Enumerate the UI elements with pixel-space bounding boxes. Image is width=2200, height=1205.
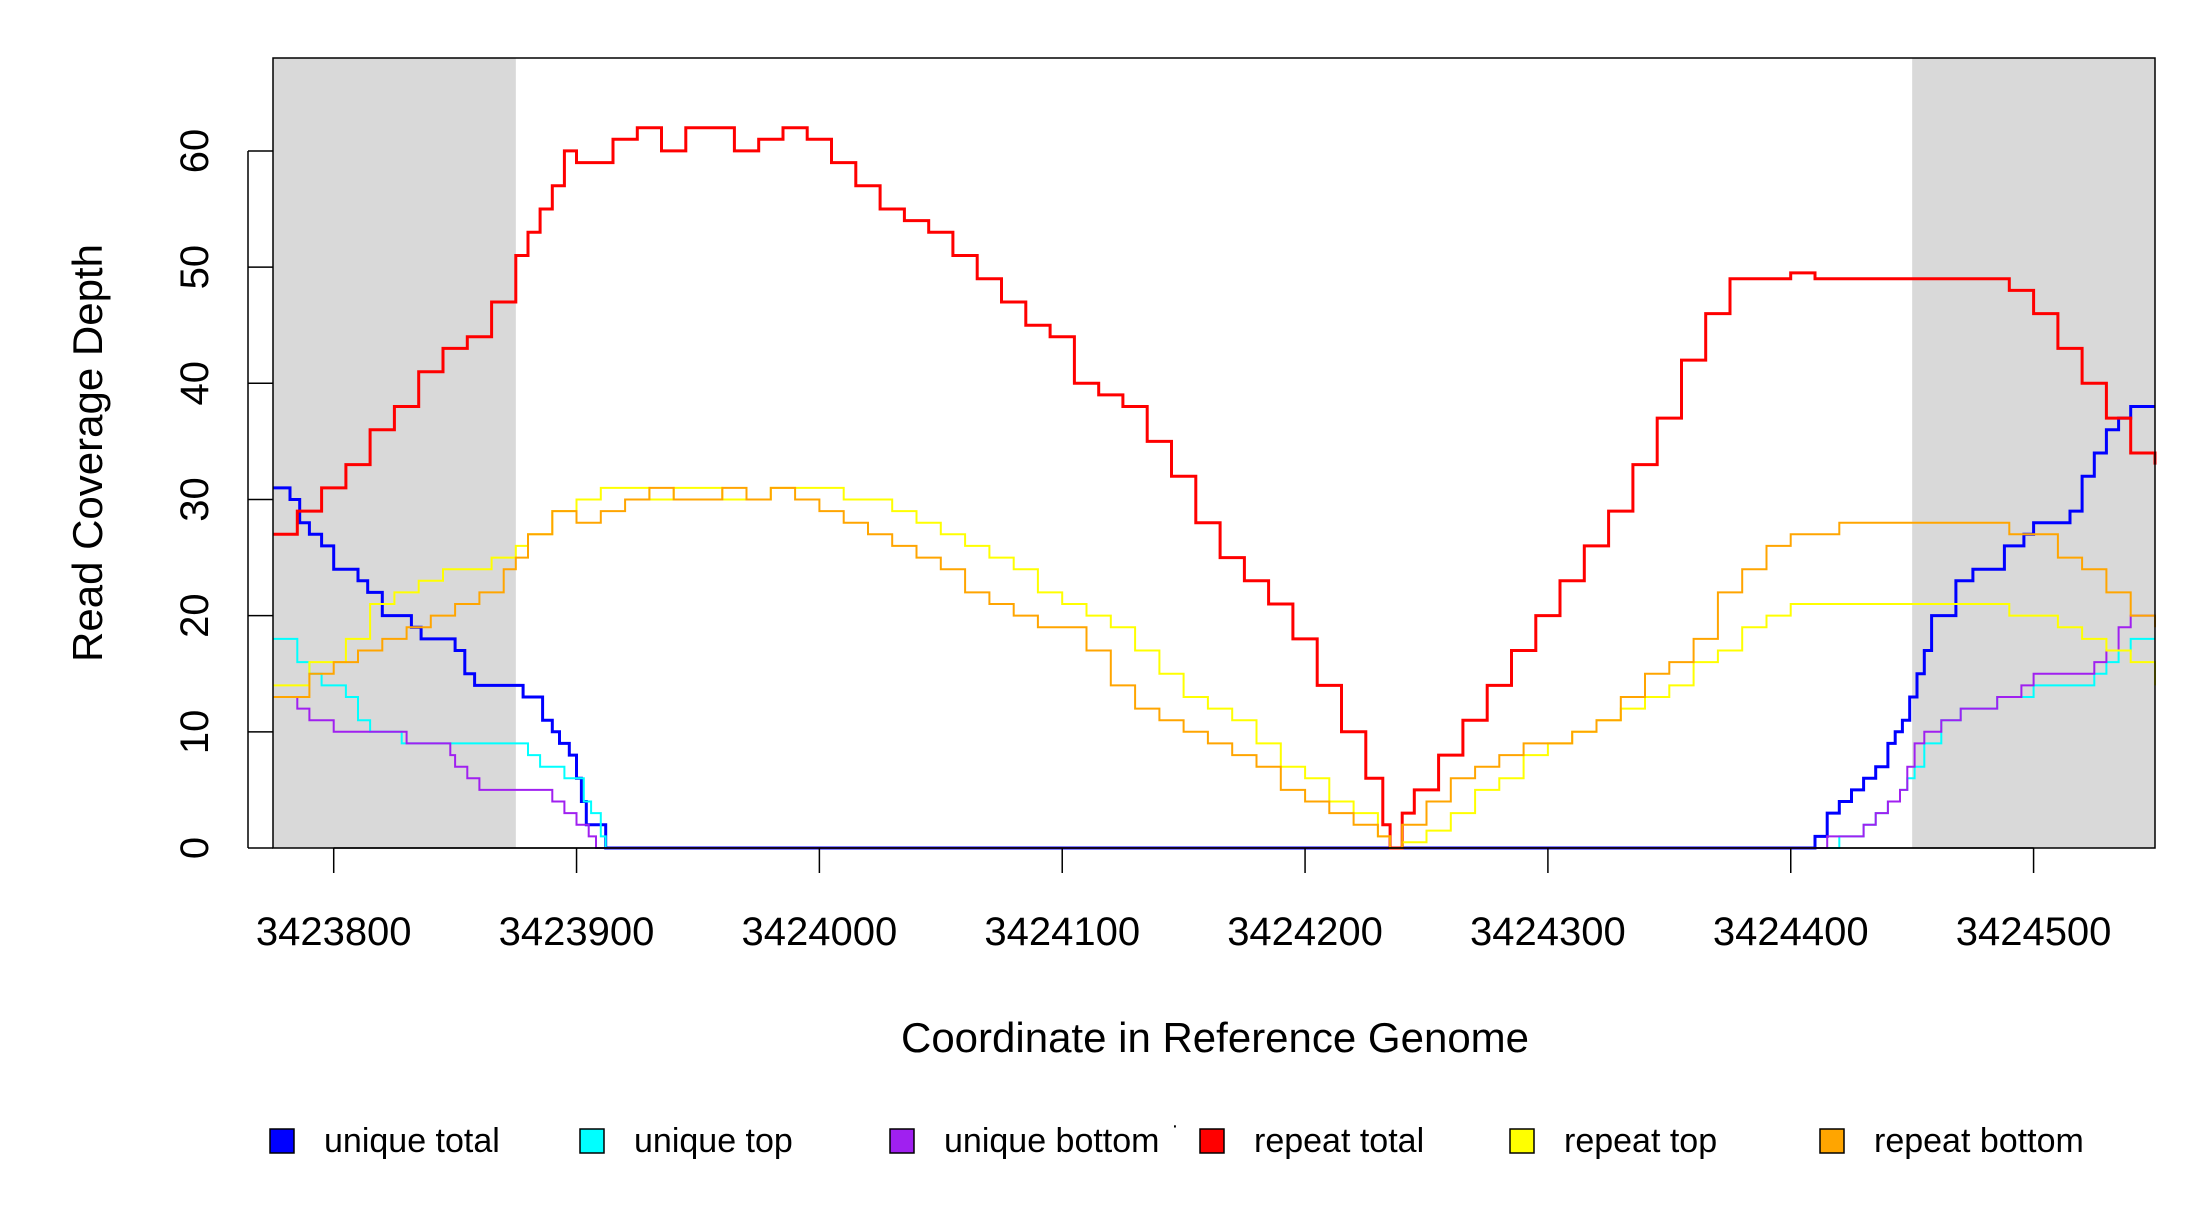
x-tick-label: 3424400 [1713, 910, 1869, 954]
x-axis-label: Coordinate in Reference Genome [901, 1014, 1529, 1061]
series-repeat-total [273, 126, 2157, 850]
y-tick-label: 30 [173, 477, 217, 522]
shaded-region-0 [273, 58, 516, 848]
legend-swatch [889, 1128, 915, 1154]
legend-label: repeat top [1564, 1122, 1717, 1160]
legend-label: unique top [634, 1122, 793, 1160]
y-axis-label: Read Coverage Depth [64, 244, 111, 662]
y-tick-label: 60 [173, 129, 217, 174]
y-axis: 0 10 20 30 40 50 60 [173, 129, 273, 859]
x-tick-label: 3424500 [1956, 910, 2112, 954]
series-lines [273, 126, 2157, 850]
y-tick-label: 50 [173, 245, 217, 290]
legend-label: unique total [324, 1122, 500, 1160]
legend-label: unique bottom [944, 1122, 1160, 1160]
x-tick-label: 3423900 [499, 910, 655, 954]
x-tick-label: 3424000 [742, 910, 898, 954]
legend-swatch [1819, 1128, 1845, 1154]
series-repeat-bottom [273, 486, 2156, 849]
legend-stray-mark: · [1172, 1115, 1179, 1137]
legend-swatch [579, 1128, 605, 1154]
shaded-region-1 [1912, 58, 2155, 848]
legend-swatch [1199, 1128, 1225, 1154]
legend-swatch [1509, 1128, 1535, 1154]
x-tick-label: 3424200 [1227, 910, 1383, 954]
y-tick-label: 10 [173, 710, 217, 755]
x-tick-label: 3424100 [984, 910, 1140, 954]
x-tick-label: 3423800 [256, 910, 412, 954]
series-unique-total [273, 405, 2155, 850]
legend-label: repeat bottom [1874, 1122, 2084, 1160]
series-repeat-top [273, 486, 2156, 849]
x-axis: 3423800 3423900 3424000 3424100 3424200 34243… [256, 847, 2112, 954]
legend-swatch [269, 1128, 295, 1154]
legend-label: repeat total [1254, 1122, 1424, 1160]
x-tick-label: 3424300 [1470, 910, 1626, 954]
legend: unique total unique top unique bottom repea… [269, 1115, 2084, 1160]
shaded-regions [273, 58, 2155, 848]
y-tick-label: 20 [173, 593, 217, 638]
y-tick-label: 0 [173, 837, 217, 859]
plot-frame [272, 57, 2156, 849]
y-tick-label: 40 [173, 361, 217, 406]
